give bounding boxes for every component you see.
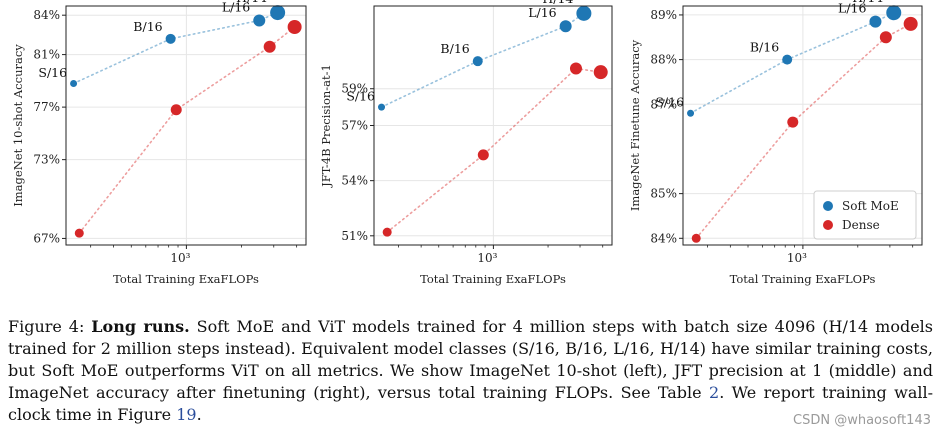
soft-moe-point	[70, 79, 78, 87]
point-label: H/14	[852, 0, 883, 5]
y-tick-label: 85%	[650, 187, 677, 201]
x-axis-label: Total Training ExaFLOPs	[730, 272, 876, 286]
caption-mid: . We report training wall-clock time in …	[8, 383, 933, 424]
y-tick-label: 89%	[650, 8, 677, 22]
caption-prefix: Figure 4:	[8, 317, 92, 336]
legend: Soft MoE Dense	[813, 190, 917, 240]
point-label: S/16	[655, 95, 684, 110]
x-tick-label: 10³	[477, 251, 497, 265]
dense-point	[903, 16, 918, 31]
point-label: L/16	[222, 0, 250, 14]
y-tick-label: 54%	[341, 174, 368, 188]
y-tick-label: 88%	[650, 53, 677, 67]
point-label: S/16	[346, 89, 375, 104]
watermark: CSDN @whaosoft143	[793, 413, 931, 428]
legend-marker	[823, 220, 833, 230]
legend-label: Dense	[842, 218, 880, 232]
x-tick-label: 10³	[170, 251, 190, 265]
point-label: H/14	[236, 0, 267, 5]
charts-figure: S/16B/16L/16H/1467%73%77%81%84%10³Total …	[11, 0, 923, 286]
point-label: H/14	[542, 0, 573, 6]
series-line-1	[689, 11, 895, 115]
x-axis-label: Total Training ExaFLOPs	[113, 272, 259, 286]
series-line-2	[695, 23, 912, 240]
chart-panel-1: S/16 B/16 L/16H/14 67% 73% 77% 81% 84% 10³ Total …	[11, 0, 307, 286]
dense-point	[593, 65, 608, 80]
soft-moe-point	[886, 5, 902, 21]
dense-point	[287, 20, 302, 35]
y-axis-label: ImageNet Finetune Accuracy	[628, 39, 642, 211]
caption-end: .	[196, 405, 202, 424]
series-line-2	[386, 67, 602, 233]
chart-panel-3: S/16 B/16 L/16H/14 84% 85% 87% 88% 89% 10³ Total …	[628, 0, 923, 286]
legend-box	[813, 190, 917, 240]
table-reference-link[interactable]: 2	[709, 383, 720, 402]
dense-point	[879, 31, 892, 44]
y-axis-label: JFT-4B Precision-at-1	[319, 64, 333, 188]
y-tick-label: 67%	[33, 231, 60, 245]
point-label: S/16	[38, 65, 67, 80]
legend-marker	[823, 201, 833, 211]
figure-reference-link[interactable]: 19	[176, 405, 197, 424]
soft-moe-point	[378, 103, 386, 111]
y-tick-label: 77%	[33, 100, 60, 114]
soft-moe-point	[270, 5, 286, 21]
figure-caption: Figure 4: Long runs. Soft MoE and ViT mo…	[8, 316, 933, 426]
y-tick-label: 81%	[33, 48, 60, 62]
dense-point	[263, 40, 276, 53]
soft-moe-point	[165, 33, 176, 44]
dense-point	[382, 227, 392, 237]
soft-moe-point	[782, 54, 793, 65]
dense-point	[74, 228, 84, 238]
y-tick-label: 57%	[341, 119, 368, 133]
dense-point	[477, 149, 489, 161]
point-label: B/16	[750, 40, 779, 55]
series-line-1	[72, 11, 279, 85]
y-tick-label: 73%	[33, 153, 60, 167]
soft-moe-point	[869, 15, 882, 28]
y-tick-label: 84%	[650, 231, 677, 245]
point-label: B/16	[440, 41, 469, 56]
dense-point	[691, 233, 701, 243]
caption-body: Soft MoE and ViT models trained for 4 mi…	[8, 317, 933, 402]
point-label: L/16	[838, 1, 866, 16]
soft-moe-point	[687, 109, 695, 117]
soft-moe-point	[576, 5, 592, 21]
x-tick-label: 10³	[787, 251, 807, 265]
legend-label: Soft MoE	[842, 199, 899, 213]
soft-moe-point	[253, 14, 266, 27]
point-label: L/16	[528, 5, 556, 20]
series-line-1	[380, 12, 585, 108]
x-axis-label: Total Training ExaFLOPs	[420, 272, 566, 286]
soft-moe-point	[472, 56, 483, 67]
y-axis-label: ImageNet 10-shot Accuracy	[11, 44, 25, 207]
y-tick-label: 87%	[650, 97, 677, 111]
y-tick-label: 84%	[33, 8, 60, 22]
dense-point	[170, 104, 182, 116]
caption-bold-title: Long runs.	[91, 317, 190, 336]
series-line-2	[78, 26, 296, 234]
y-tick-label: 51%	[341, 229, 368, 243]
dense-point	[787, 116, 799, 128]
soft-moe-point	[559, 20, 572, 33]
point-label: B/16	[133, 19, 162, 34]
dense-point	[569, 62, 582, 75]
chart-panel-2: S/16 B/16 L/16H/14 51% 54% 57% 59% 10³ Total Tra…	[319, 0, 613, 286]
y-tick-label: 59%	[341, 82, 368, 96]
